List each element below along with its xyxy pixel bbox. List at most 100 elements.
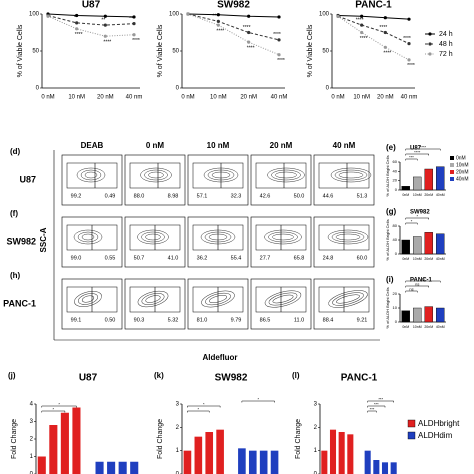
y-axis-label: Fold Change — [295, 419, 302, 459]
legend-marker — [428, 52, 432, 56]
bar — [401, 239, 410, 255]
contour — [264, 229, 302, 245]
point — [103, 14, 107, 18]
point — [132, 33, 136, 37]
bracket-label: ns — [421, 277, 425, 282]
column-header: DEAB — [81, 141, 104, 150]
point — [336, 14, 340, 18]
significance: **** — [277, 58, 285, 64]
contour — [144, 169, 168, 181]
x-tick-label: 40nM — [436, 193, 445, 197]
significance: **** — [247, 45, 255, 51]
flow-y-label: SSC-A — [39, 227, 48, 252]
gate — [129, 162, 181, 189]
x-tick-label: 10 nM — [210, 95, 227, 101]
significance: **** — [212, 14, 220, 20]
panel-label: (j) — [8, 371, 16, 380]
bar — [183, 450, 192, 474]
contour — [73, 229, 103, 245]
bracket — [405, 290, 418, 293]
point — [216, 23, 220, 27]
contour — [330, 167, 372, 183]
legend-label: 24 h — [439, 31, 453, 38]
gate-value-left: 88.4 — [323, 317, 334, 323]
gate-value-left: 57.1 — [197, 193, 208, 199]
y-tick-label: 20 — [393, 178, 398, 183]
bar — [424, 306, 433, 323]
x-tick-label: 40 nm — [126, 95, 143, 101]
legend-label: 0nM — [456, 155, 466, 161]
bar — [270, 450, 279, 474]
y-tick-label: 0 — [30, 472, 34, 474]
contour — [275, 171, 297, 179]
x-tick-label: 10 nM — [353, 95, 370, 101]
row-panel-label: (d) — [10, 147, 21, 156]
y-axis-label: % of ALDH Bright Cells — [385, 219, 390, 260]
point — [277, 38, 281, 42]
legend-marker — [428, 42, 432, 46]
bracket-label: * — [411, 219, 413, 224]
panel-label: (k) — [154, 371, 164, 380]
chart-title: U87 — [79, 373, 98, 384]
y-tick-label: 40 — [393, 237, 398, 242]
y-tick-label: 0 — [395, 319, 398, 324]
column-header: 10 nM — [207, 141, 230, 150]
point — [247, 40, 251, 44]
point — [247, 30, 251, 35]
bracket-label: *** — [370, 407, 375, 412]
y-axis-label: Fold Change — [157, 419, 164, 459]
bar — [413, 236, 422, 255]
significance: **** — [403, 36, 411, 42]
row-panel-label: (h) — [10, 271, 21, 280]
contour — [145, 233, 161, 241]
gate-value-right: 32.3 — [231, 193, 242, 199]
gate-value-right: 9.79 — [231, 317, 242, 323]
gate-value-left: 24.8 — [323, 255, 334, 261]
line — [337, 15, 410, 61]
gate-value-right: 60.0 — [357, 255, 368, 261]
significance: **** — [356, 17, 364, 23]
bar — [373, 460, 380, 474]
significance: **** — [216, 28, 224, 34]
point — [132, 22, 136, 26]
point — [407, 17, 411, 21]
x-tick-label: 0 nM — [181, 95, 194, 101]
bar — [338, 432, 345, 474]
line — [47, 13, 135, 18]
gate-value-right: 65.8 — [294, 255, 305, 261]
bracket — [405, 280, 441, 283]
line — [337, 15, 410, 45]
gate-value-left: 90.3 — [134, 317, 145, 323]
gate-value-left: 27.7 — [260, 255, 271, 261]
x-tick-label: 40nM — [436, 325, 445, 329]
contour — [81, 295, 95, 303]
x-tick-label: 0nM — [402, 325, 409, 329]
legend-swatch — [407, 419, 416, 428]
gate-value-left: 86.5 — [260, 317, 271, 323]
bar — [364, 450, 371, 474]
point — [277, 15, 281, 19]
bar — [390, 462, 397, 474]
bracket-label: * — [203, 402, 205, 407]
y-tick-label: 4 — [30, 402, 34, 408]
contour — [334, 169, 368, 181]
bracket-label: *** — [374, 402, 379, 407]
significance: **** — [360, 36, 368, 42]
contour — [332, 292, 364, 306]
line — [47, 15, 135, 37]
bar — [424, 232, 433, 255]
significance: **** — [383, 51, 391, 57]
gate — [66, 162, 118, 189]
bracket-label: **** — [420, 145, 427, 150]
bracket-label: * — [257, 397, 259, 402]
chart-title: U87 — [82, 0, 101, 11]
y-axis-label: % of Viable Cells — [307, 24, 314, 77]
chart-title: PANC-1 — [341, 373, 378, 384]
bar — [194, 436, 203, 474]
y-axis-label: % of Viable Cells — [157, 24, 164, 77]
point — [103, 34, 107, 38]
contour — [74, 291, 102, 307]
panel-label: (e) — [386, 143, 396, 152]
point — [186, 12, 190, 16]
bracket-label: * — [416, 214, 418, 219]
